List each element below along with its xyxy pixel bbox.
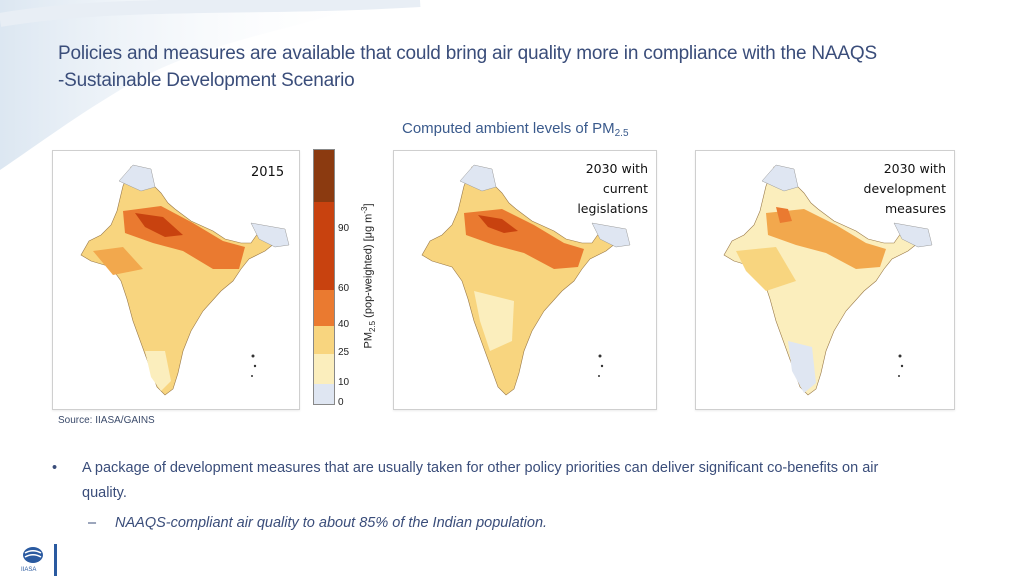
legend-title-sub: 2.5 [367,320,377,333]
map-2030-development-panel: 2030 with development measures [695,150,955,410]
slide-title: Policies and measures are available that… [58,40,958,94]
legend-tick-10: 10 [338,377,350,388]
iiasa-logo: IIASA [18,544,64,576]
map-2030-current-label-line-2: current [602,181,648,196]
india-map-2015 [80,164,290,396]
iiasa-logo-icon: IIASA [21,544,57,576]
legend-seg-3 [314,290,334,326]
legend-title: PM2.5 (pop-weighted) [μg m-3] [360,203,377,348]
maps-caption: Computed ambient levels of PM2.5 [402,120,629,139]
bullet-2-text: NAAQS-compliant air quality to about 85%… [115,515,548,531]
india-map-2030-development [723,164,933,396]
map-2030-current-label: 2030 with current legislations [577,159,648,219]
bullet-symbol: • [52,460,58,476]
map-2030-development-label-line-1: 2030 with [883,161,946,176]
legend-seg-1 [314,202,334,230]
bullet-item-1: • A package of development measures that… [52,456,972,506]
legend-tick-0: 0 [338,397,344,408]
title-line-1: Policies and measures are available that… [58,43,877,64]
bullet-list: • A package of development measures that… [52,456,972,534]
legend-seg-4 [314,326,334,354]
map-2030-current-label-line-3: legislations [577,201,648,216]
legend-seg-2 [314,230,334,290]
legend-tick-25: 25 [338,347,350,358]
map-2015-label-text: 2015 [251,165,285,180]
india-map-2030-current [421,164,631,396]
legend-colorbar [313,149,335,405]
map-2030-development-label-line-2: development [863,181,946,196]
legend-tick-60: 60 [338,283,350,294]
legend-seg-0 [314,150,334,202]
dash-symbol: – [88,515,97,531]
bullet-1-continuation: quality. [82,485,127,501]
caption-text: Computed ambient levels of PM [402,120,615,137]
map-2030-current-panel: 2030 with current legislations [393,150,657,410]
caption-subscript: 2.5 [614,128,629,139]
legend-seg-5 [314,354,334,384]
legend-title-sup: -3 [360,206,369,214]
legend-title-main: PM [362,332,375,349]
bullet-item-2: – NAAQS-compliant air quality to about 8… [52,512,972,534]
legend-title-rest: (pop-weighted) [μg m [362,213,375,321]
legend-tick-90: 90 [338,223,350,234]
map-2030-current-label-line-1: 2030 with [585,161,648,176]
svg-text:IIASA: IIASA [21,567,36,573]
source-note: Source: IIASA/GAINS [58,415,155,426]
pm-legend: 90 60 40 25 10 0 PM2.5 (pop-weighted) [μ… [300,148,378,410]
bullet-1-text: A package of development measures that a… [82,460,879,476]
map-2015-panel: 2015 [52,150,300,410]
legend-seg-6 [314,384,334,404]
map-2015-label: 2015 [251,165,284,180]
map-2030-development-label-line-3: measures [884,201,946,216]
map-2030-development-label: 2030 with development measures [864,159,946,219]
title-line-2: -Sustainable Development Scenario [58,70,355,91]
legend-tick-40: 40 [338,319,350,330]
legend-title-end: ] [362,203,375,207]
